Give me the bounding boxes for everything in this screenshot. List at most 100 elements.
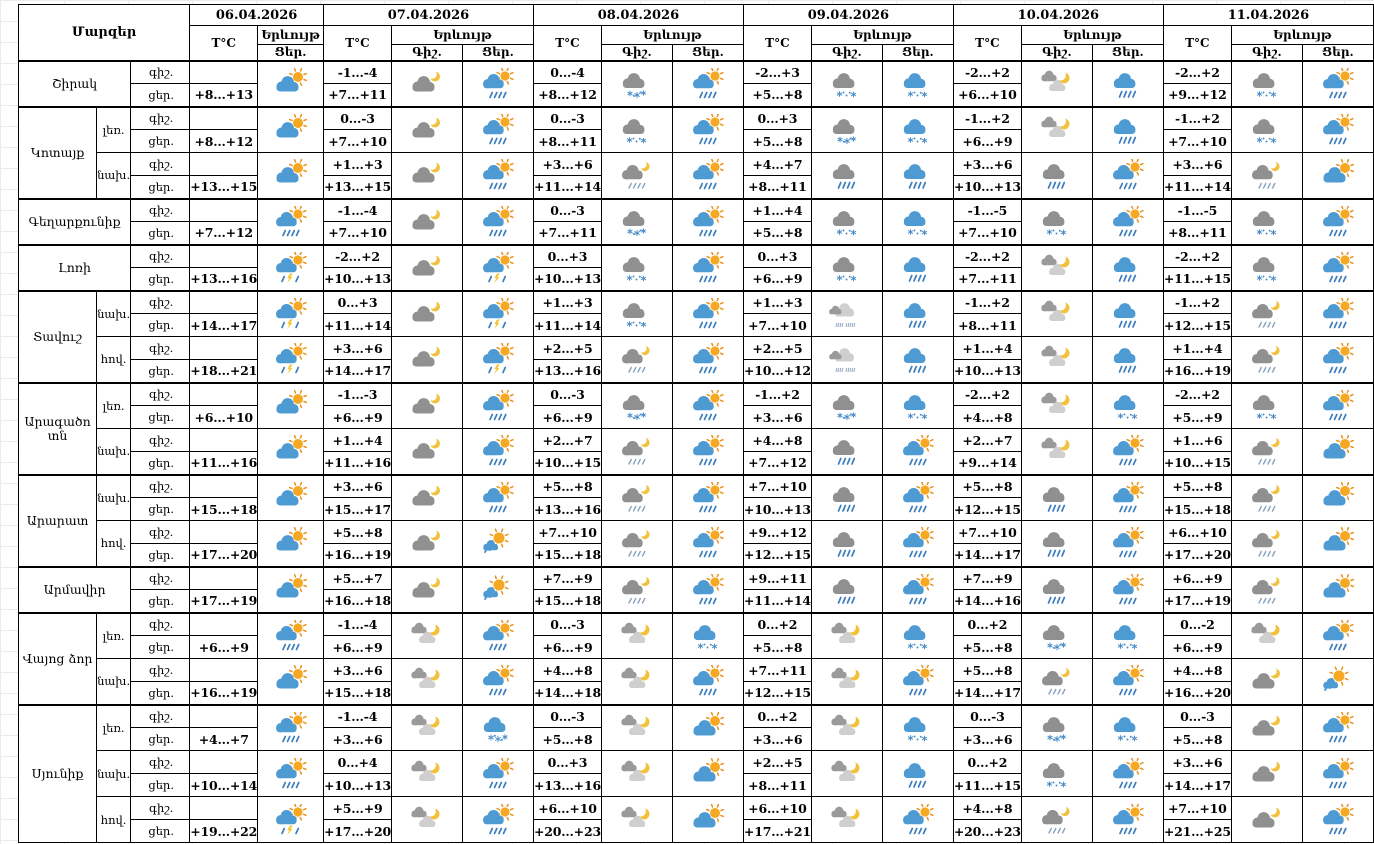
night-temp: +5...+8 (952, 473, 1022, 498)
day-temp: +15...+18 (532, 543, 602, 567)
pc-day-rain-icon (671, 105, 744, 153)
day-temp: +5...+8 (742, 635, 812, 659)
pc-day-rain-icon (461, 658, 534, 705)
night-2clouds-icon (810, 611, 883, 659)
day-subheader: Ցեր. (671, 44, 744, 61)
phenomenon-header: Երևույթ (600, 25, 744, 45)
sun-fog-icon (461, 565, 534, 613)
pc-day-rain-icon (671, 565, 744, 613)
night-temp (189, 336, 259, 360)
time-label-night: գիշ. (130, 197, 191, 222)
night-cloud-icon (1230, 796, 1303, 843)
night-temp: 0...-3 (1162, 703, 1232, 728)
night-2clouds-icon (810, 703, 883, 751)
day-subheader: Ցեր. (881, 44, 954, 61)
sleet-gray-icon (1230, 381, 1303, 429)
snow-gray-icon (1020, 703, 1093, 751)
time-label-day: ցեր. (130, 589, 191, 613)
forecast-row-night: Վայոց ձոր լեռ. գիշ. -1...-4 0...-3 0...+2 0...… (17, 611, 1374, 705)
night-temp: +6...+9 (1162, 565, 1232, 590)
sun-fog-icon (461, 520, 534, 567)
zone-label: նախ. (96, 289, 132, 337)
day-temp: +16...+18 (322, 589, 392, 613)
night-temp: -2...+2 (322, 243, 392, 268)
snow-gray-icon (600, 59, 673, 107)
night-temp: +5...+7 (322, 565, 392, 590)
day-temp: +7...+12 (189, 221, 259, 245)
night-cloud-rain-icon (1230, 565, 1303, 613)
day-temp: +7...+12 (742, 451, 812, 475)
night-temp: 0...-4 (532, 59, 602, 84)
night-temp: 0...-2 (1162, 611, 1232, 636)
night-subheader: Գիշ. (810, 44, 883, 61)
night-temp: +1...+4 (1162, 336, 1232, 360)
forecast-row-night: նախ. գիշ. 0...+4 0...+3 +2...+5 0...+2 +3...+6 (19, 750, 1374, 797)
day-temp: +14...+16 (952, 589, 1022, 613)
day-temp: +18...+21 (189, 359, 259, 383)
day-temp: +7...+10 (322, 221, 392, 245)
pc-day-storm-icon (257, 336, 324, 383)
forecast-row-day: ցեր. +4...+7 +3...+6 +5...+8 +3...+6 +3...+6 +… (19, 727, 1374, 751)
snow-gray-icon (810, 381, 883, 429)
night-2clouds-icon (600, 611, 673, 659)
time-label-day: ցեր. (130, 267, 191, 291)
day-temp: +14...+17 (1162, 773, 1232, 797)
pc-day-rain-icon (881, 658, 954, 705)
night-cloud-icon (1230, 750, 1303, 797)
night-cloud-rain-icon (1020, 658, 1093, 705)
day-temp: +15...+18 (532, 589, 602, 613)
day-temp: +3...+6 (952, 727, 1022, 751)
snow-blue-icon (461, 703, 534, 751)
date-header-0: 06.04.2026 (189, 4, 324, 26)
zone-label: նախ. (96, 750, 132, 797)
day-temp: +8...+11 (532, 129, 602, 153)
forecast-row-night: նախ. գիշ. +3...+6 +4...+8 +7...+11 +5...+8 +4.… (19, 658, 1374, 705)
pc-day-icon (257, 658, 324, 705)
sleet-gray-icon (600, 105, 673, 153)
day-temp: +13...+16 (189, 267, 259, 291)
rain-blue-icon (881, 243, 954, 291)
pc-day-icon (257, 565, 324, 613)
night-temp: 0...-3 (532, 703, 602, 728)
night-temp: +9...+11 (742, 565, 812, 590)
day-temp: +7...+11 (322, 83, 392, 107)
pc-day-rain-icon (257, 750, 324, 797)
pc-day-rain-icon (1301, 611, 1374, 659)
pc-day-icon (671, 750, 744, 797)
rain-gray-icon (810, 152, 883, 199)
pc-day-rain-icon (1091, 520, 1164, 567)
night-2clouds-icon (390, 796, 463, 843)
night-temp: 0...+2 (742, 703, 812, 728)
sleet-blue-icon (881, 703, 954, 751)
night-cloud-icon (1230, 658, 1303, 705)
day-temp: +16...+19 (322, 543, 392, 567)
day-temp: +12...+15 (742, 681, 812, 705)
day-temp: +13...+15 (322, 175, 392, 199)
night-temp: +6...+10 (532, 796, 602, 820)
temp-header: T°C (189, 25, 259, 61)
night-cloud-rain-icon (1230, 289, 1303, 337)
day-temp: +16...+19 (1162, 359, 1232, 383)
forecast-row-day: ցեր. +10...+14 +10...+13 +13...+16 +8...+11 +… (19, 773, 1374, 797)
night-temp: -1...+2 (1162, 289, 1232, 314)
pc-day-icon (1301, 428, 1374, 475)
rain-blue-icon (881, 336, 954, 383)
pc-day-rain-icon (1301, 703, 1374, 751)
forecast-row-night: Արմավիր գիշ. +5...+7 +7...+9 +9...+11 +7...+9… (17, 565, 1374, 613)
day-temp: +10...+13 (322, 773, 392, 797)
sleet-blue-icon (881, 105, 954, 153)
pc-day-storm-icon (257, 243, 324, 291)
day-temp: +11...+16 (189, 451, 259, 475)
night-temp (189, 428, 259, 452)
night-temp: 0...+3 (532, 750, 602, 774)
pc-day-icon (257, 428, 324, 475)
day-temp: +17...+19 (1162, 589, 1232, 613)
sleet-blue-icon (1091, 703, 1164, 751)
night-temp: 0...+2 (952, 750, 1022, 774)
pc-day-icon (1301, 473, 1374, 521)
night-temp: +7...+9 (532, 565, 602, 590)
night-cloud-icon (390, 59, 463, 107)
time-label-night: գիշ. (130, 611, 191, 636)
night-temp: -2...+2 (952, 381, 1022, 406)
day-temp: +6...+9 (1162, 635, 1232, 659)
